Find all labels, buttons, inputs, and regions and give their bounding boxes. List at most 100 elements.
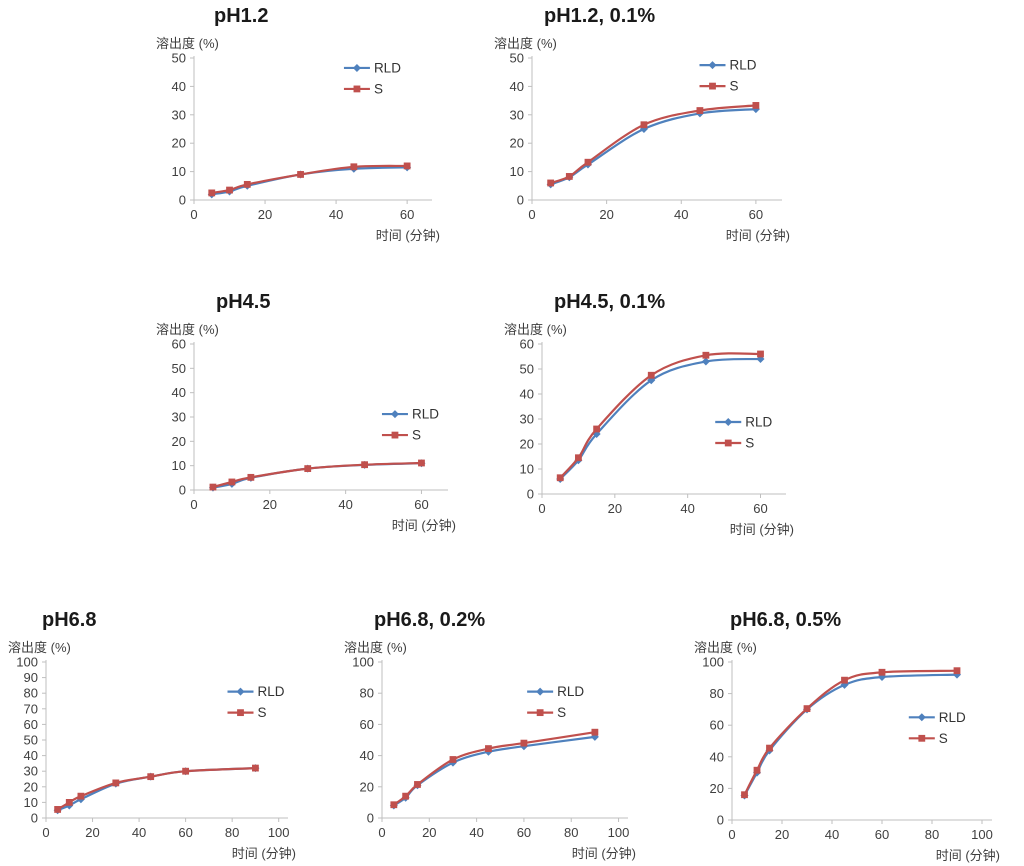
chart-ph1-2: pH1.2 溶出度 (%) 0 10 20 30 40 50 0 20 40 60 时间 (分钟) RLD…: [150, 2, 450, 251]
chart-title: pH6.8: [42, 609, 96, 631]
y-tick-label: 10: [172, 164, 186, 179]
y-tick-label: 0: [31, 811, 38, 826]
x-tick-label: 60: [875, 827, 889, 842]
y-tick-label: 10: [520, 462, 534, 477]
y-axis-label: 溶出度 (%): [8, 640, 71, 655]
legend-label-rld: RLD: [374, 60, 401, 75]
y-axis-label: 溶出度 (%): [504, 322, 567, 337]
y-tick-label: 60: [360, 717, 374, 732]
y-tick-label: 40: [360, 748, 374, 763]
y-tick-label: 40: [172, 79, 186, 94]
x-tick-label: 40: [469, 825, 483, 840]
legend-label-s: S: [745, 436, 754, 451]
y-tick-label: 60: [520, 337, 534, 352]
y-tick-label: 20: [520, 437, 534, 452]
series-line-s: [210, 164, 409, 194]
x-tick-label: 0: [190, 497, 197, 512]
x-axis-label: 时间 (分钟): [730, 522, 794, 537]
chart-ph1-2-0-1pct-plot: pH1.2, 0.1% 溶出度 (%) 0 10 20 30 40 50 0 20 40 60 时间 (…: [494, 5, 790, 243]
chart-title: pH4.5: [216, 291, 270, 313]
y-tick-label: 0: [179, 483, 186, 498]
y-tick-label: 40: [710, 749, 724, 764]
x-axis-label: 时间 (分钟): [572, 846, 636, 861]
series-line-s: [559, 352, 762, 479]
y-tick-label: 50: [172, 51, 186, 66]
x-tick-label: 20: [422, 825, 436, 840]
series-line-s: [743, 669, 959, 796]
x-tick-label: 0: [538, 501, 545, 516]
y-tick-label: 10: [172, 458, 186, 473]
x-tick-label: 100: [608, 825, 630, 840]
y-tick-label: 40: [172, 385, 186, 400]
y-tick-label: 30: [172, 107, 186, 122]
x-axis-label: 时间 (分钟): [726, 228, 790, 243]
chart-title: pH1.2: [214, 5, 268, 27]
y-tick-label: 100: [16, 655, 38, 670]
chart-title: pH6.8, 0.5%: [730, 609, 841, 631]
chart-title: pH6.8, 0.2%: [374, 609, 485, 631]
y-tick-label: 40: [510, 79, 524, 94]
x-tick-label: 0: [190, 207, 197, 222]
chart-ph4-5-plot: pH4.5 溶出度 (%) 0 10 20 30 40 50 60 0 20 40 60 时间 (分钟) R…: [156, 291, 456, 533]
series-line-s: [549, 104, 757, 185]
chart-ph4-5-0-1pct: pH4.5, 0.1% 溶出度 (%) 0 10 20 30 40 50 60 0 20 40 60 时间…: [498, 288, 804, 545]
x-tick-label: 60: [753, 501, 767, 516]
x-tick-label: 20: [263, 497, 277, 512]
chart-ph6-8-0-5pct-plot: pH6.8, 0.5% 溶出度 (%) 0 20 40 60 80 100 0 20 40 60 80 1…: [694, 609, 1000, 863]
legend-label-rld: RLD: [412, 407, 439, 422]
y-tick-label: 60: [172, 337, 186, 352]
x-tick-label: 0: [42, 825, 49, 840]
x-tick-label: 20: [775, 827, 789, 842]
chart-ph6-8-0-2pct: pH6.8, 0.2% 溶出度 (%) 0 20 40 60 80 100 0 20 40 60 80 1…: [338, 606, 646, 866]
y-tick-label: 60: [24, 717, 38, 732]
x-tick-label: 0: [728, 827, 735, 842]
x-tick-label: 40: [674, 207, 688, 222]
series-line-rld: [56, 767, 257, 812]
y-tick-label: 20: [172, 434, 186, 449]
chart-title: pH4.5, 0.1%: [554, 291, 665, 313]
chart-ph1-2-0-1pct: pH1.2, 0.1% 溶出度 (%) 0 10 20 30 40 50 0 20 40 60 时间 (…: [488, 2, 800, 251]
chart-ph6-8-0-2pct-plot: pH6.8, 0.2% 溶出度 (%) 0 20 40 60 80 100 0 20 40 60 80 1…: [344, 609, 636, 861]
x-tick-label: 20: [599, 207, 613, 222]
y-tick-label: 30: [510, 107, 524, 122]
y-axis-label: 溶出度 (%): [694, 640, 757, 655]
chart-ph6-8: pH6.8 溶出度 (%) 0 10 20 30 40 50 60 70 80 90 100 0 20 40 6…: [2, 606, 306, 866]
legend-label-s: S: [557, 705, 566, 720]
x-axis-label: 时间 (分钟): [232, 846, 296, 861]
x-tick-label: 80: [564, 825, 578, 840]
y-tick-label: 20: [360, 779, 374, 794]
y-tick-label: 20: [510, 136, 524, 151]
y-tick-label: 30: [520, 412, 534, 427]
y-tick-label: 80: [710, 686, 724, 701]
y-tick-label: 80: [24, 686, 38, 701]
legend-label-s: S: [374, 81, 383, 96]
y-tick-label: 100: [702, 655, 724, 670]
x-tick-label: 40: [329, 207, 343, 222]
y-tick-label: 10: [510, 164, 524, 179]
chart-ph6-8-0-5pct: pH6.8, 0.5% 溶出度 (%) 0 20 40 60 80 100 0 20 40 60 80 1…: [688, 606, 1010, 866]
y-tick-label: 0: [367, 811, 374, 826]
y-axis-label: 溶出度 (%): [344, 640, 407, 655]
y-tick-label: 30: [24, 764, 38, 779]
y-tick-label: 50: [520, 362, 534, 377]
x-tick-label: 100: [268, 825, 290, 840]
legend-label-rld: RLD: [745, 415, 772, 430]
y-tick-label: 20: [710, 781, 724, 796]
y-tick-label: 10: [24, 795, 38, 810]
y-tick-label: 20: [172, 136, 186, 151]
y-tick-label: 50: [24, 733, 38, 748]
legend-label-s: S: [258, 705, 267, 720]
y-tick-label: 90: [24, 670, 38, 685]
x-tick-label: 60: [400, 207, 414, 222]
y-tick-label: 80: [360, 686, 374, 701]
legend-label-s: S: [730, 79, 739, 94]
x-tick-label: 60: [178, 825, 192, 840]
series-line-rld: [559, 357, 762, 481]
y-tick-label: 0: [717, 813, 724, 828]
y-tick-label: 60: [710, 718, 724, 733]
y-tick-label: 20: [24, 779, 38, 794]
series-line-s: [392, 731, 596, 806]
y-axis-label: 溶出度 (%): [156, 36, 219, 51]
x-tick-label: 40: [132, 825, 146, 840]
